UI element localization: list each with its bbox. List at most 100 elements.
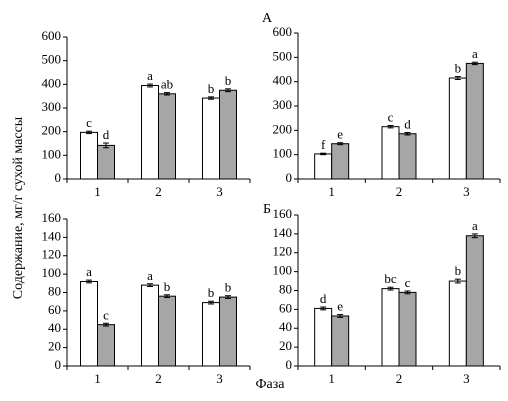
x-tick-label: 3 (463, 371, 470, 386)
y-tick-label: 120 (273, 244, 293, 259)
significance-label: c (388, 109, 394, 124)
bar (398, 291, 417, 367)
y-tick-label: 60 (48, 302, 61, 317)
y-tick-label: 500 (42, 52, 62, 67)
significance-label: b (455, 61, 462, 76)
significance-label: d (103, 127, 110, 142)
y-tick-label: 0 (286, 357, 293, 372)
x-axis-title: Фаза (255, 377, 285, 392)
significance-label: a (147, 68, 153, 83)
significance-label: b (455, 263, 462, 278)
y-tick-label: 0 (55, 357, 62, 372)
x-tick-label: 1 (328, 184, 335, 199)
significance-label: a (472, 46, 478, 61)
y-tick-label: 100 (273, 146, 293, 161)
x-tick-label: 1 (328, 371, 335, 386)
x-tick-label: 2 (396, 184, 403, 199)
y-tick-label: 40 (279, 319, 292, 334)
significance-label: b (208, 81, 215, 96)
significance-label: b (225, 73, 232, 88)
panel-2: 0 100 200 300 400 500 600 1 2 3 fe c d ba (273, 24, 501, 199)
bar (398, 133, 417, 180)
x-tick-label: 1 (94, 371, 101, 386)
significance-label: d (320, 291, 327, 306)
panel-4: 0 20 40 60 80 100 120 140 160 1 2 3 de bc c b a (273, 206, 501, 386)
y-tick-label: 500 (273, 48, 293, 63)
bar (448, 280, 467, 367)
y-tick-label: 100 (42, 265, 62, 280)
x-tick-label: 1 (94, 184, 101, 199)
y-tick-label: 200 (42, 123, 62, 138)
significance-label: b (208, 285, 215, 300)
x-tick-label: 2 (396, 371, 403, 386)
y-tick-label: 160 (273, 206, 293, 221)
y-axis-title: Содержание, мг/г сухой массы (11, 116, 26, 299)
significance-label: b (164, 279, 171, 294)
y-tick-label: 20 (279, 338, 292, 353)
y-tick-label: 600 (42, 28, 62, 43)
panel-label-b: Б (263, 202, 271, 217)
x-tick-label: 3 (216, 184, 223, 199)
bar (381, 126, 400, 180)
y-tick-label: 20 (48, 339, 61, 354)
bar (141, 85, 159, 180)
significance-label: b (225, 280, 232, 295)
bar (465, 62, 484, 180)
y-tick-label: 80 (279, 281, 292, 296)
y-tick-label: 160 (42, 210, 62, 225)
y-tick-label: 200 (273, 121, 293, 136)
y-tick-label: 400 (42, 75, 62, 90)
y-tick-label: 100 (42, 146, 62, 161)
panel-1: 0 100 200 300 400 500 600 1 2 3 cd aab bb (42, 28, 251, 199)
x-tick-label: 3 (216, 371, 223, 386)
significance-label: c (103, 307, 109, 322)
significance-label: f (321, 137, 326, 152)
bar (141, 284, 159, 367)
bar (80, 280, 98, 367)
bar (97, 324, 115, 367)
y-tick-label: 0 (286, 170, 293, 185)
bar (314, 307, 333, 367)
y-tick-label: 140 (42, 228, 62, 243)
x-tick-label: 3 (463, 184, 470, 199)
y-tick-label: 60 (279, 300, 292, 315)
significance-label: c (405, 275, 411, 290)
bar (465, 235, 484, 367)
y-tick-label: 300 (273, 97, 293, 112)
significance-label: a (472, 218, 478, 233)
y-tick-label: 140 (273, 225, 293, 240)
bar (158, 295, 176, 367)
y-tick-label: 100 (273, 263, 293, 278)
significance-label: e (337, 127, 343, 142)
bar (202, 302, 220, 367)
bar (381, 288, 400, 367)
significance-label: bc (384, 271, 397, 286)
significance-label: c (86, 115, 92, 130)
bar (158, 93, 176, 180)
bar (331, 143, 350, 180)
significance-label: a (86, 264, 92, 279)
bar (80, 131, 98, 180)
bar (219, 89, 237, 180)
bar (331, 315, 350, 367)
bar (97, 144, 115, 180)
significance-label: e (337, 299, 343, 314)
y-tick-label: 120 (42, 247, 62, 262)
bar (202, 97, 220, 180)
y-tick-label: 400 (273, 73, 293, 88)
bar (219, 296, 237, 367)
x-tick-label: 2 (155, 184, 162, 199)
bar (314, 153, 333, 180)
bar (448, 77, 467, 180)
y-tick-label: 80 (48, 283, 61, 298)
panel-label-a: А (262, 11, 273, 26)
x-tick-label: 2 (155, 371, 162, 386)
significance-label: ab (161, 77, 173, 92)
y-tick-label: 0 (55, 170, 62, 185)
significance-label: a (147, 268, 153, 283)
y-tick-label: 40 (48, 320, 61, 335)
y-tick-label: 300 (42, 99, 62, 114)
